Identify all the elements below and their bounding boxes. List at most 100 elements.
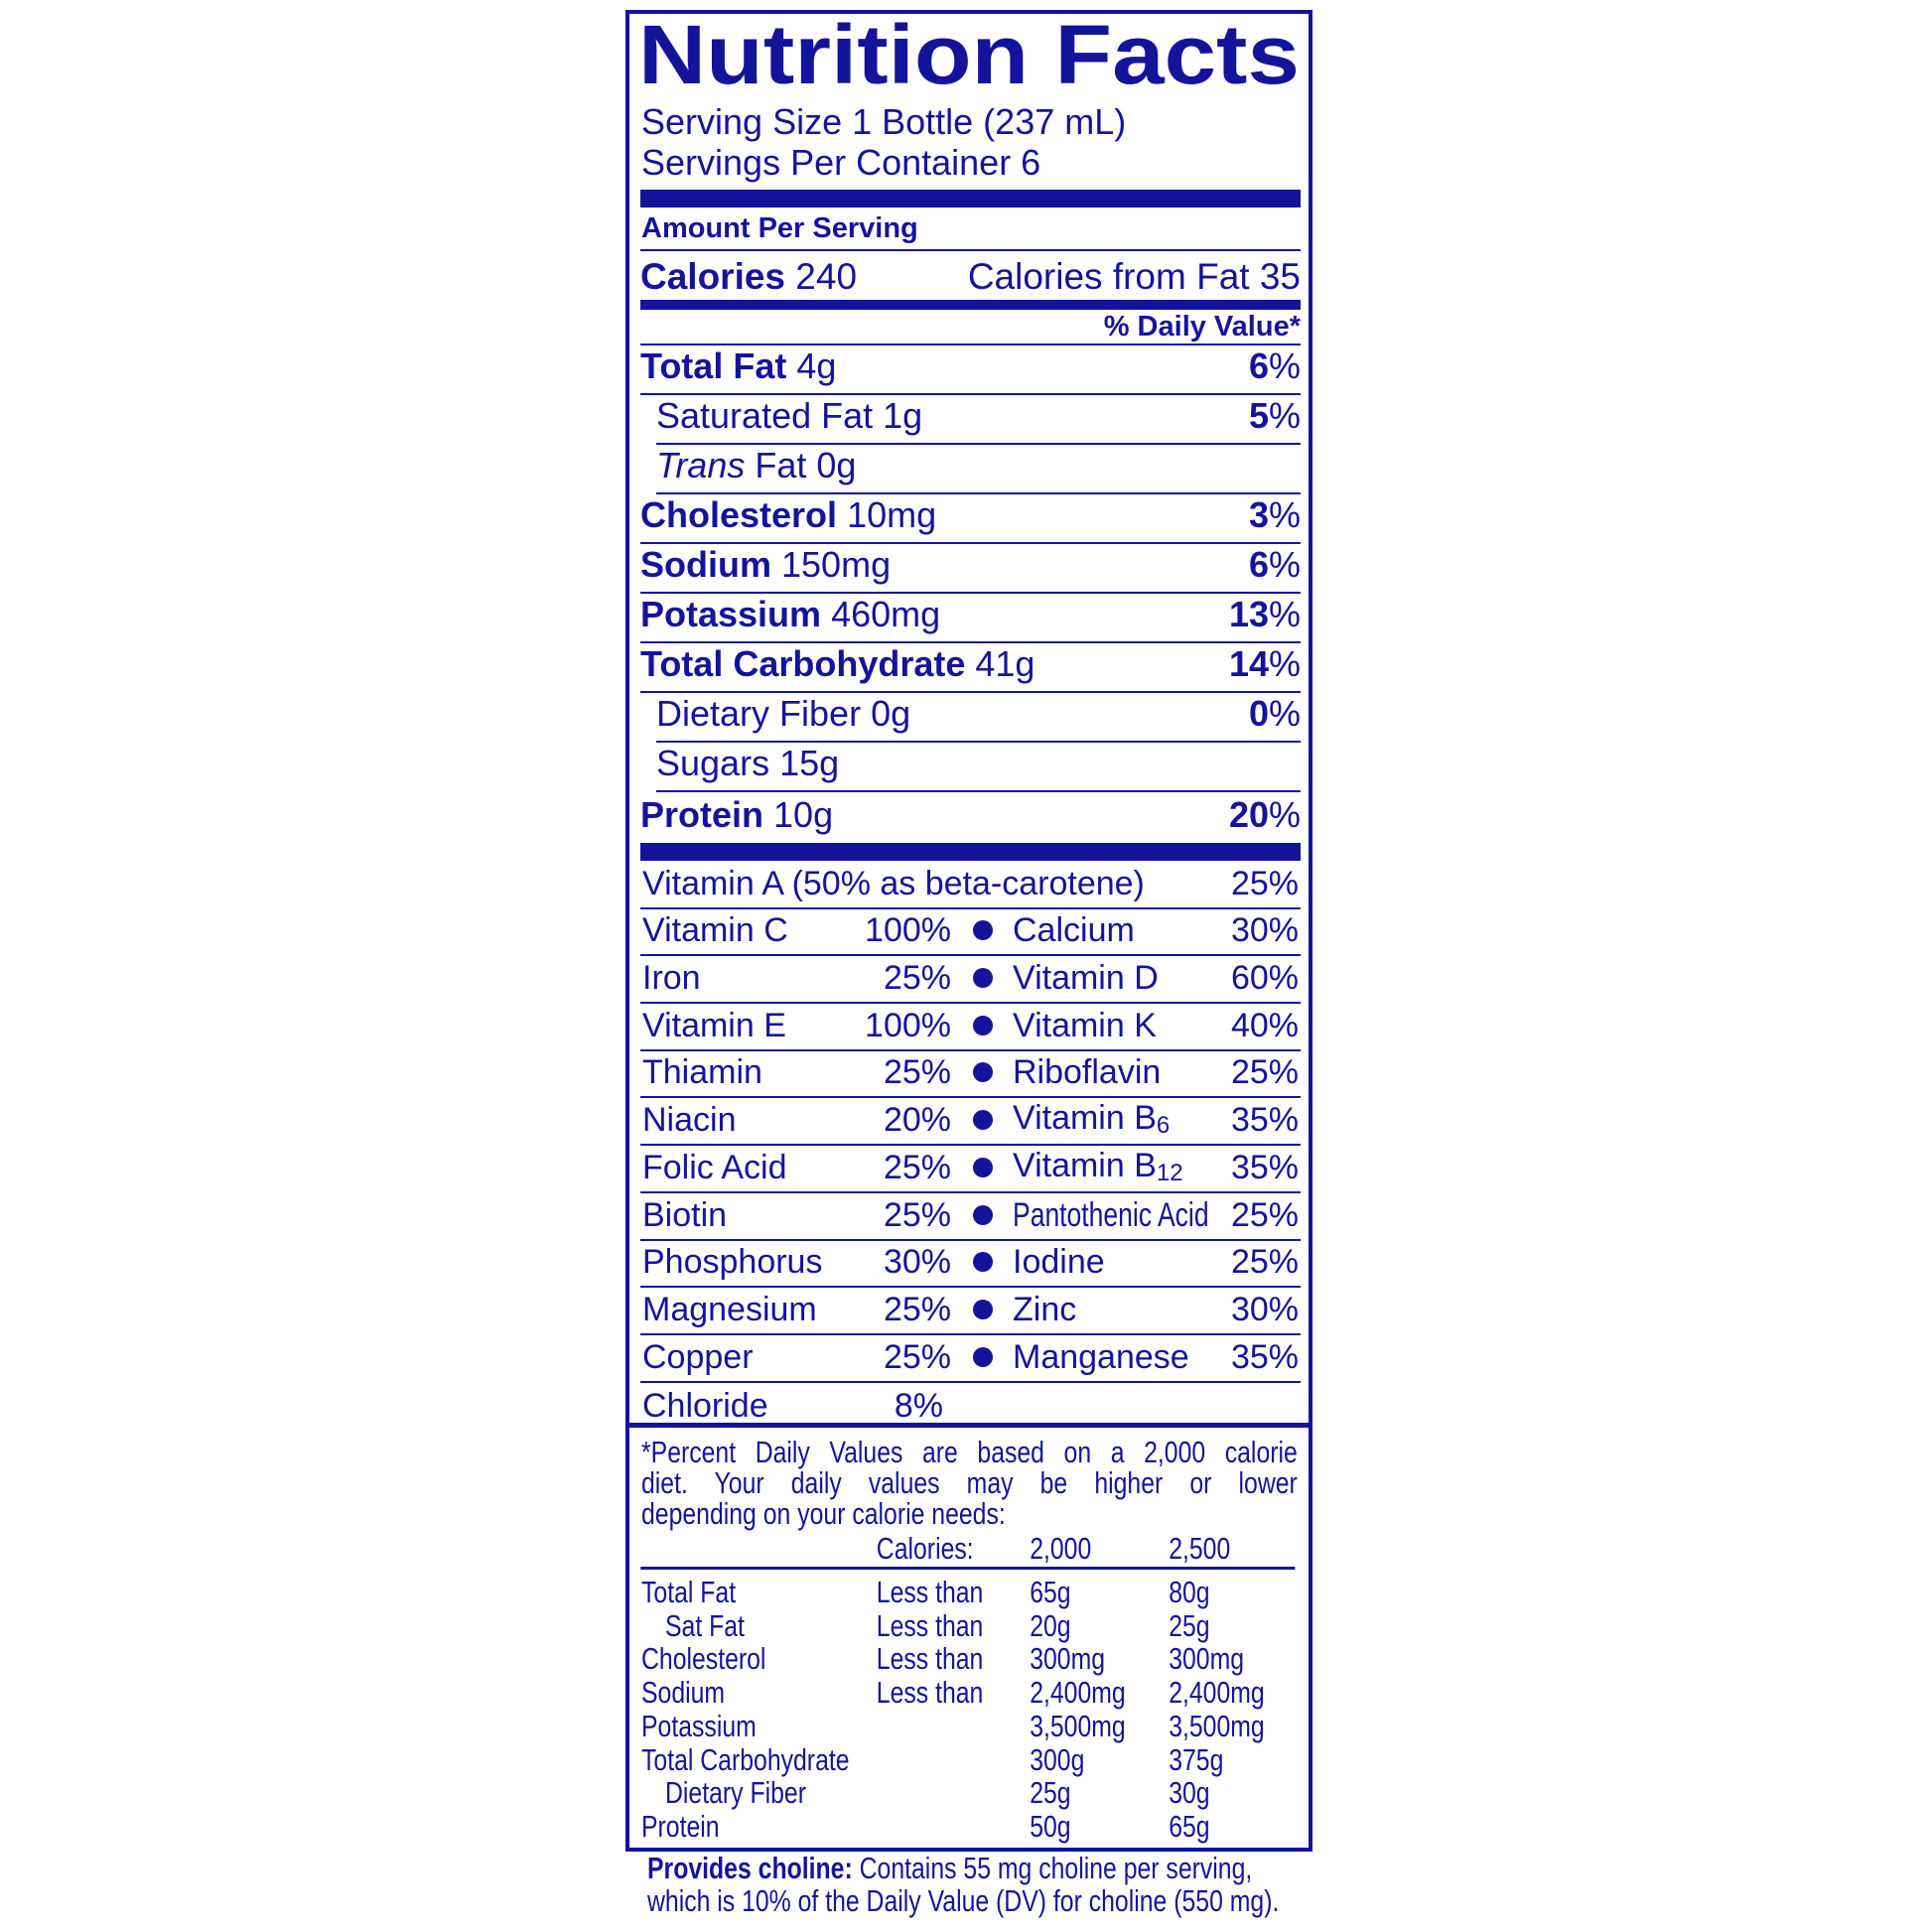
nutrient-label: Total Carbohydrate [640, 643, 966, 684]
vitamin-name: Folic Acid [642, 1148, 787, 1186]
vitamin-name: Vitamin C [642, 911, 788, 950]
dv-percent: % [1268, 345, 1301, 386]
footnote-value-2500: 2,400mg [1169, 1675, 1265, 1711]
footnote-value-2000: 20g [1030, 1607, 1071, 1643]
column-2500: 2,500 [1169, 1531, 1231, 1566]
vitamin-name: Thiamin [642, 1053, 762, 1092]
bullet-icon [973, 1299, 993, 1319]
nutrient-label: Saturated Fat [656, 395, 874, 436]
nutrient-amount: 150mg [781, 544, 892, 585]
nutrient-daily-value: 20% [1229, 794, 1301, 836]
nutrient-row: Cholesterol 10mg 3% [640, 494, 1301, 544]
dv-percent: % [1268, 395, 1301, 436]
nutrient-label: Trans [656, 445, 746, 485]
vitamin-name: Chloride [642, 1387, 768, 1426]
dv-percent: % [1268, 794, 1301, 835]
footnote-value-2000: 25g [1030, 1775, 1071, 1811]
vitamin-name: Niacin [642, 1101, 737, 1140]
thick-divider [640, 190, 1301, 207]
bullet-icon [973, 968, 993, 989]
footnote-qualifier: Less than [876, 1607, 984, 1643]
nutrient-daily-value: 5% [1249, 395, 1301, 437]
vitamin-row: Vitamin C 100% Calcium 30% [640, 909, 1301, 957]
vitamin-label: Vitamin B [1013, 1146, 1157, 1184]
vitamin-dv: 100% [865, 911, 951, 950]
footnote-nutrient: Total Carbohydrate [641, 1741, 850, 1777]
dv-number: 20 [1228, 794, 1269, 835]
vitamin-dv: 25% [883, 1148, 951, 1186]
footnote-value-2500: 65g [1169, 1808, 1210, 1844]
nutrient-label: Dietary Fiber [656, 693, 862, 734]
title: Nutrition Facts [638, 18, 1300, 89]
footnote-nutrient: Sat Fat [665, 1607, 745, 1643]
vitamin-name: Iron [642, 959, 701, 998]
nutrient-amount: 0g [871, 693, 911, 734]
dv-number: 14 [1228, 643, 1269, 684]
vitamin-dv: 25% [883, 1053, 951, 1092]
choline-line1: Contains 55 mg choline per serving, [859, 1851, 1253, 1885]
amount-per-serving: Amount Per Serving [641, 212, 918, 244]
nutrient-label: Protein [640, 794, 764, 835]
bullet-icon [973, 920, 993, 941]
footnote-value-2500: 25g [1169, 1607, 1210, 1643]
footnote-row: Protein 50g 65g [641, 1808, 1301, 1844]
bullet-icon [973, 1110, 993, 1131]
serving-size: Serving Size 1 Bottle (237 mL) [641, 101, 1127, 142]
footnote-line: depending on your calorie needs: [641, 1496, 1006, 1531]
divider [640, 344, 1301, 345]
nutrient-amount: 1g [883, 395, 923, 436]
footnote-value-2500: 375g [1169, 1741, 1224, 1777]
footnote-divider [640, 1567, 1296, 1570]
footnote-row: Total Fat Less than 65g 80g [641, 1575, 1301, 1609]
dv-number: 3 [1248, 494, 1269, 535]
daily-value-header: % Daily Value* [1103, 311, 1301, 343]
nutrient-name: Sodium 150mg [640, 544, 891, 586]
vitamin-dv: 8% [894, 1387, 943, 1426]
footnote-nutrient: Potassium [641, 1708, 757, 1743]
vitamin-dv: 25% [883, 959, 951, 998]
footnote-qualifier: Less than [876, 1675, 984, 1711]
nutrient-daily-value: 6% [1249, 345, 1301, 387]
vitamin-dv: 30% [883, 1243, 951, 1282]
nutrient-name: Saturated Fat 1g [656, 395, 922, 437]
footnote-value-2000: 300mg [1030, 1641, 1106, 1677]
vitamin-row: Magnesium 25% Zinc 30% [640, 1288, 1301, 1335]
vitamin-dv: 100% [865, 1006, 951, 1044]
vitamin-label: Pantothenic Acid [1013, 1195, 1209, 1234]
vitamin-row: Folic Acid 25% Vitamin B12 35% [640, 1146, 1301, 1193]
nutrient-daily-value: 6% [1249, 544, 1301, 586]
nutrient-label: Potassium [640, 594, 822, 634]
nutrient-row: Potassium 460mg 13% [640, 594, 1301, 643]
vitamin-label: Zinc [1013, 1290, 1077, 1328]
dv-percent: % [1268, 693, 1301, 734]
vitamin-row: Thiamin 25% Riboflavin 25% [640, 1051, 1301, 1099]
footnote-value-2500: 300mg [1169, 1641, 1245, 1677]
dv-number: 6 [1248, 345, 1269, 386]
footnote-nutrient: Protein [641, 1808, 720, 1844]
footnote-header: Calories: 2,000 2,500 [641, 1531, 1301, 1566]
vitamin-name: Vitamin B12 [1013, 1147, 1183, 1187]
vitamin-name: Phosphorus [642, 1243, 823, 1282]
footnote-row: Potassium 3,500mg 3,500mg [641, 1708, 1301, 1743]
vitamin-name: Biotin [642, 1195, 728, 1234]
vitamin-name: Vitamin D [1013, 959, 1159, 998]
vitamin-name: Zinc [1013, 1291, 1076, 1329]
nutrient-amount: 4g [796, 345, 837, 386]
vitamin-name: Copper [642, 1337, 754, 1376]
footnote-value-2500: 3,500mg [1169, 1708, 1265, 1743]
vitamin-dv: 20% [883, 1101, 951, 1140]
nutrient-row: Dietary Fiber 0g 0% [656, 693, 1301, 743]
nutrient-label: Sodium [640, 544, 771, 585]
choline-line2: which is 10% of the Daily Value (DV) for… [647, 1883, 1280, 1918]
bullet-icon [973, 1204, 993, 1225]
vitamin-dv: 60% [1230, 959, 1299, 998]
svg-text:Nutrition Facts: Nutrition Facts [638, 18, 1300, 89]
nutrient-daily-value: 3% [1249, 494, 1301, 536]
footnote-value-2000: 300g [1030, 1741, 1085, 1777]
bullet-icon [973, 1252, 993, 1273]
nutrient-label: Sugars [656, 743, 770, 783]
vitamin-dv: 25% [883, 1195, 951, 1234]
nutrient-name: Total Fat 4g [640, 345, 836, 387]
nutrient-name: Cholesterol 10mg [640, 494, 936, 536]
vitamin-row: Vitamin A (50% as beta-carotene) 25% [640, 862, 1301, 909]
